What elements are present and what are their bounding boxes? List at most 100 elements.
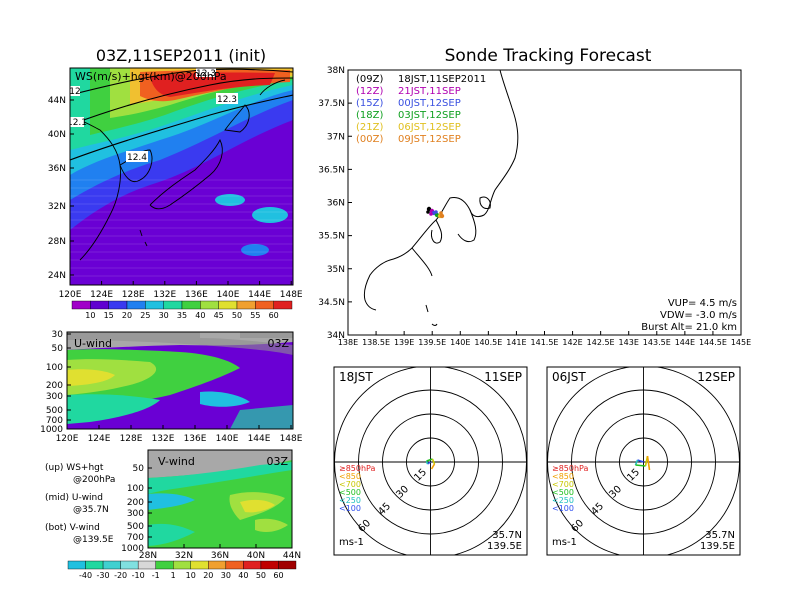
p-tick-label: 50 (52, 344, 64, 354)
ws-map-lon-ticks: 120E 124E 128E 132E 136E 140E 144E 148E (59, 281, 303, 300)
p-tick-label: 700 (127, 533, 144, 543)
polar-loc-lon: 139.5E (487, 541, 522, 552)
colorbar-swatch (243, 560, 262, 570)
colorbar-label: -20 (114, 571, 127, 580)
svg-text:@139.5E: @139.5E (73, 535, 114, 545)
colorbar-swatch (85, 560, 104, 570)
p-tick-label: 50 (133, 464, 145, 474)
colorbar-swatch (208, 560, 227, 570)
polar-units: ms-1 (339, 537, 364, 548)
lon-tick-label: 141E (506, 338, 526, 347)
lon-tick-label: 140E (217, 290, 240, 300)
colorbar-label: 30 (159, 311, 169, 320)
v-wind-lat-ticks: 28N 32N 36N 40N 44N (139, 544, 301, 561)
ws-colorbar: 10 15 20 25 30 35 40 45 50 55 60 (71, 300, 293, 320)
track-map-panel: (09Z) 18JST,11SEP2011 (12Z) 21JST,11SEP (15Z… (318, 66, 751, 347)
colorbar-label: 20 (203, 571, 213, 580)
u-wind-lon-ticks: 120E 124E 128E 132E 136E 140E 144E 148E (56, 425, 303, 444)
colorbar-swatch (67, 560, 86, 570)
lon-tick-label: 132E (152, 434, 175, 444)
lon-tick-label: 139.5E (418, 338, 446, 347)
p-tick-label: 300 (46, 392, 63, 402)
colorbar-swatch (71, 300, 91, 310)
svg-text:(up) WS+hgt: (up) WS+hgt (45, 463, 104, 473)
svg-text:12.1: 12.1 (67, 118, 87, 128)
run-valid-time: 09JST,12SEP (398, 134, 461, 145)
lon-tick-label: 132E (153, 290, 176, 300)
run-label: (18Z) (356, 110, 383, 121)
lon-tick-label: 143E (619, 338, 639, 347)
p-tick-label: 200 (46, 381, 63, 391)
lon-tick-label: 120E (56, 434, 79, 444)
track-map-frame (347, 69, 742, 336)
colorbar-swatch (181, 300, 201, 310)
p-tick-label: 1000 (40, 425, 63, 435)
level-legend-item: <250 (339, 496, 361, 505)
ws-map-lat-ticks: 44N 40N 36N 32N 28N 24N (48, 96, 74, 281)
colorbar-label: 10 (85, 311, 95, 320)
lon-tick-label: 138.5E (362, 338, 390, 347)
colorbar-label: 40 (238, 571, 248, 580)
colorbar-swatch (108, 300, 128, 310)
hodograph-segment (637, 459, 644, 463)
lon-tick-label: 136E (185, 290, 208, 300)
polar-loc-lon: 139.5E (700, 541, 735, 552)
svg-text:12: 12 (69, 87, 80, 97)
colorbar-label: 10 (186, 571, 196, 580)
polar-time: 18JST (339, 370, 373, 384)
left-title: 03Z,11SEP2011 (init) (96, 46, 266, 65)
level-legend-item: <100 (552, 504, 574, 513)
colorbar-swatch (218, 300, 238, 310)
p-tick-label: 200 (127, 498, 144, 508)
ws-contour-labels: 12 12.1 12.3 12.4 12.3 (67, 68, 238, 163)
polar-date: 11SEP (484, 370, 522, 384)
lat-tick-label: 32N (175, 551, 193, 561)
level-legend-item: <700 (552, 480, 574, 489)
run-valid-time: 00JST,12SEP (398, 98, 461, 109)
sonde-track-cluster (426, 206, 445, 219)
svg-text:VUP= 4.5 m/s: VUP= 4.5 m/s (668, 298, 737, 309)
svg-text:VDW= -3.0 m/s: VDW= -3.0 m/s (660, 310, 737, 321)
p-tick-label: 1000 (121, 544, 144, 554)
track-map-lat-ticks: 38N 37.5N 37N 36.5N 36N 35.5N 35N 34.5N 34N (318, 66, 352, 341)
track-map-lon-ticks: 138E 138.5E 139E 139.5E 140E 140.5E 141E 141.5E… (338, 331, 751, 347)
level-legend-item: <700 (339, 480, 361, 489)
colorbar-swatch (200, 300, 219, 310)
wind-colorbar: -40 -30 -20 -10 -1 1 10 20 30 40 50 60 (67, 560, 297, 580)
p-tick-label: 500 (46, 406, 63, 416)
colorbar-label: 25 (140, 311, 150, 320)
lat-tick-label: 37N (327, 132, 345, 142)
lat-tick-label: 32N (48, 202, 66, 212)
lon-tick-label: 139E (394, 338, 414, 347)
lat-tick-label: 36N (211, 551, 229, 561)
polar-loc-lat: 35.7N (492, 530, 522, 541)
p-tick-label: 300 (127, 509, 144, 519)
colorbar-swatch (155, 560, 174, 570)
lat-tick-label: 38N (327, 66, 345, 76)
v-wind-label: V-wind (158, 455, 195, 468)
lat-tick-label: 36N (327, 199, 345, 209)
lon-tick-label: 143.5E (643, 338, 671, 347)
lat-tick-label: 37.5N (318, 99, 345, 109)
polar-date: 12SEP (697, 370, 735, 384)
lat-tick-label: 34N (327, 331, 345, 341)
colorbar-swatch (126, 300, 146, 310)
colorbar-swatch (260, 560, 279, 570)
lon-tick-label: 140E (216, 434, 239, 444)
lon-tick-label: 124E (90, 290, 113, 300)
hodograph-segment (426, 458, 433, 462)
svg-text:@200hPa: @200hPa (73, 475, 115, 485)
colorbar-label: -1 (152, 571, 160, 580)
colorbar-label: -10 (132, 571, 145, 580)
run-label: (00Z) (356, 134, 383, 145)
forecast-runs-legend: (09Z) 18JST,11SEP2011 (12Z) 21JST,11SEP (15Z… (356, 74, 486, 145)
colorbar-swatch (190, 560, 209, 570)
svg-text:12.3: 12.3 (217, 95, 237, 105)
lat-tick-label: 44N (283, 551, 301, 561)
lon-tick-label: 148E (280, 434, 303, 444)
run-label: (09Z) (356, 74, 383, 85)
u-wind-label: U-wind (74, 337, 112, 350)
right-title: Sonde Tracking Forecast (445, 46, 652, 66)
lon-tick-label: 144E (248, 434, 271, 444)
